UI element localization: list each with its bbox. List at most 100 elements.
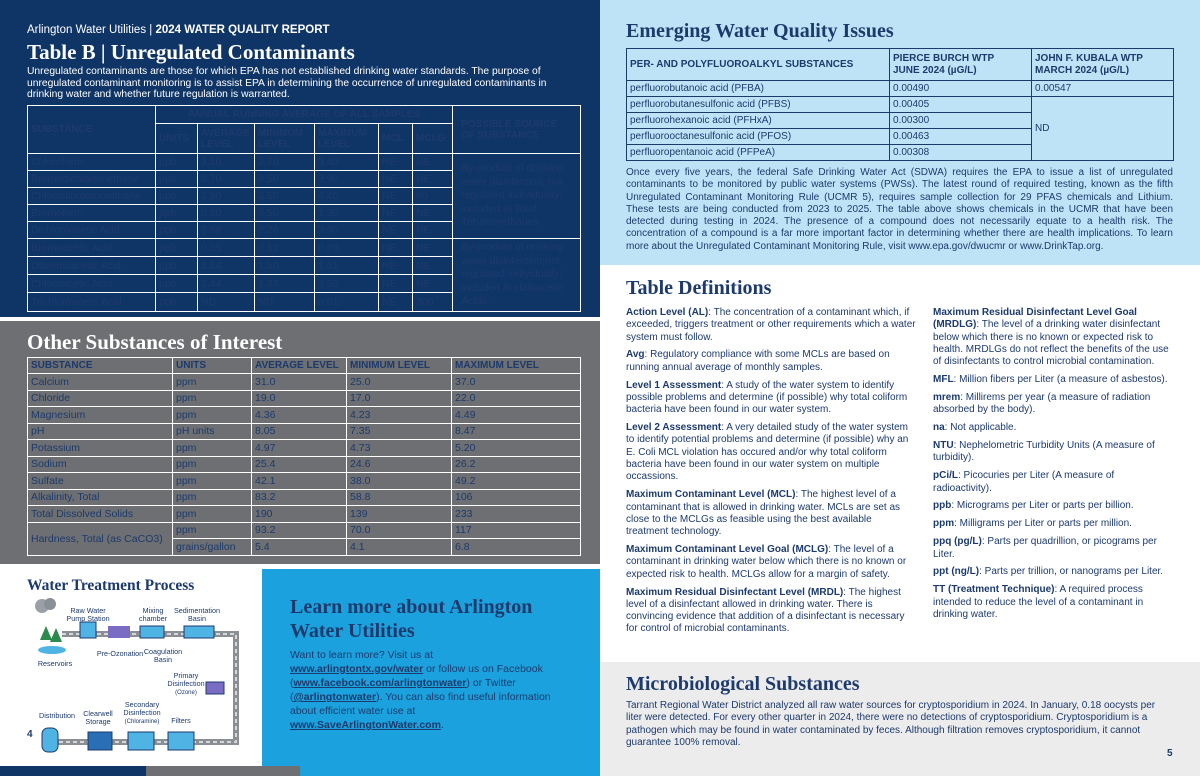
cell: 4.36 xyxy=(251,406,347,424)
emerging-title: Emerging Water Quality Issues xyxy=(626,20,894,42)
definition: MFL: Million fibers per Liter (a measure… xyxy=(933,374,1173,386)
page-number: 4 xyxy=(27,729,33,740)
cell: ppm xyxy=(172,488,252,506)
header-line: PER- AND POLYFLUOROALKYL SUBSTANCES xyxy=(630,58,854,70)
header-row: UNITS AVERAGE LEVEL MINIMUM LEVEL MAXIMUM L… xyxy=(28,123,581,154)
text: . xyxy=(440,719,444,731)
cell: 0.00405 xyxy=(889,96,1032,113)
definition: ppb: Micrograms per Liter or parts per b… xyxy=(933,500,1173,512)
link[interactable]: www.arlingtontx.gov/water xyxy=(290,663,424,675)
report-header: Arlington Water Utilities | 2024 WATER Q… xyxy=(27,24,330,36)
diagram-label: Primary xyxy=(174,671,199,680)
definition-text: : Picocuries per Liter (A measure of rad… xyxy=(933,470,1115,494)
header-cell: SUBSTANCE xyxy=(27,357,173,374)
term: pCi/L xyxy=(933,470,958,482)
row: Dibromoacetic Acid ppb 1.54 1.50 1.61 NE NE xyxy=(27,256,581,276)
cell: 3.40 xyxy=(314,153,379,171)
header-cell: ANNUAL RUNNING AVERAGE OF ALL SAMPLES xyxy=(154,105,454,124)
term: Maximum Residual Disinfectant Level Goal… xyxy=(933,307,1137,331)
trees-icon xyxy=(38,626,66,654)
pump-icon xyxy=(79,621,97,639)
header-cell: UNITS xyxy=(155,123,198,154)
row: Bromodichloromethane ppb 3.70 3.50 3.90 NE NE xyxy=(27,170,581,188)
definition: TT (Treatment Technique): A required pro… xyxy=(933,584,1173,621)
diagram-label: Basin xyxy=(154,655,172,664)
row: Calcium ppm 31.0 25.0 37.0 xyxy=(27,373,581,391)
cell: NE xyxy=(378,170,413,188)
cell: 31.0 xyxy=(251,373,347,391)
term: ppb xyxy=(933,500,952,512)
cell: ND xyxy=(197,292,255,312)
diagram-label: Mixing xyxy=(143,606,164,615)
merged-cell: ND xyxy=(1031,96,1174,161)
cell: NE xyxy=(378,274,413,294)
definition-text: : Milligrams per Liter or parts per mill… xyxy=(954,518,1132,530)
link[interactable]: @arlingtonwater xyxy=(293,691,377,703)
cell: 0.00308 xyxy=(889,144,1032,161)
cell: pH xyxy=(27,422,173,440)
row: Dichloroacetic Acid ppb 3.68 3.26 3.90 NE NE xyxy=(27,221,581,239)
row: perfluorobutanoic acid (PFBA) 0.00490 0.00… xyxy=(626,80,1174,97)
definition-text: : The concentration of a contaminant whi… xyxy=(626,307,916,343)
row: grains/gallon 5.4 4.1 6.8 xyxy=(28,538,581,556)
link[interactable]: www.facebook.com/arlingtonwater xyxy=(293,677,467,689)
diagram-label: Disinfection xyxy=(167,679,204,688)
cell: 25.0 xyxy=(346,373,452,391)
term: Maximum Residual Disinfectant Level (MRD… xyxy=(626,586,844,598)
cell: 93.2 xyxy=(251,521,347,539)
cell: NE xyxy=(411,237,454,258)
header-cell: JOHN F. KUBALA WTP MARCH 2024 (µG/L) xyxy=(1031,48,1174,81)
cell: NE xyxy=(378,204,413,222)
link[interactable]: www.SaveArlingtonWater.com xyxy=(290,719,441,731)
cell: 26.2 xyxy=(451,455,581,473)
cell: 3.90 xyxy=(197,187,255,205)
cell: 300 xyxy=(411,292,454,312)
row: perfluorooctanesulfonic acid (PFOS) 0.004… xyxy=(626,128,1174,145)
cell: 5.4 xyxy=(251,538,347,556)
cell: 5.20 xyxy=(451,439,581,457)
definition: Level 2 Assessment: A very detailed stud… xyxy=(626,422,916,483)
cell: Magnesium xyxy=(27,406,173,424)
cell: perfluorooctanesulfonic acid (PFOS) xyxy=(626,128,890,145)
org: Arlington Water Utilities xyxy=(27,24,147,36)
term: Level 2 Assessment xyxy=(626,422,722,434)
header-line: JOHN F. KUBALA WTP xyxy=(1035,52,1143,64)
cell: 4.1 xyxy=(346,538,452,556)
cell: 0.78 xyxy=(314,237,379,258)
definition: pCi/L: Picocuries per Liter (A measure o… xyxy=(933,470,1173,495)
cell: 117 xyxy=(451,521,581,539)
definition-text: : Not applicable. xyxy=(944,422,1017,434)
definition-text: : A required process intended to reduce … xyxy=(933,584,1144,620)
text: Want to learn more? Visit us at xyxy=(290,649,433,661)
definition-text: : Million fibers per Liter (a measure of… xyxy=(953,374,1168,386)
table-b-intro: Unregulated contaminants are those for w… xyxy=(27,66,547,100)
cell: Total Dissolved Solids xyxy=(27,505,173,523)
cell: 0.12 xyxy=(254,237,315,258)
definition: ppq (pg/L): Parts per quadrillion, or pi… xyxy=(933,536,1173,561)
cell: NE xyxy=(411,204,454,222)
cell: NE xyxy=(378,292,413,312)
row: Chloroform ppb 3.10 2.70 3.40 NE NE By-product … xyxy=(27,153,582,239)
pre-ozonation-icon xyxy=(108,626,130,638)
header-cell: MINIMUM LEVEL xyxy=(346,357,452,374)
definition-text: : Regulatory compliance with some MCLs a… xyxy=(626,349,890,373)
header-cell: POSSIBLE SOURCE OF SUBSTANCE xyxy=(452,105,582,154)
row: Sulfate ppm 42.1 38.0 49.2 xyxy=(27,472,581,490)
page-number: 5 xyxy=(1167,748,1173,759)
term: NTU xyxy=(933,440,954,452)
cell: ppm xyxy=(172,455,252,473)
header-row: PER- AND POLYFLUOROALKYL SUBSTANCES PIERC… xyxy=(626,48,1174,81)
source-cell: By-product of drinking water disinfectio… xyxy=(452,238,582,312)
cell: 0.00300 xyxy=(889,112,1032,129)
learn-title: Learn more about Arlington Water Utiliti… xyxy=(290,596,533,642)
definition-text: : The highest level of a contaminant tha… xyxy=(626,489,901,538)
strip xyxy=(0,766,146,776)
report: 2024 WATER QUALITY REPORT xyxy=(155,24,330,36)
cell: Chloroacetic Acid xyxy=(27,274,156,294)
cell: 106 xyxy=(451,488,581,506)
diagram-label: Filters xyxy=(171,716,191,725)
cell: 49.2 xyxy=(451,472,581,490)
diagram-label: Sedimentation xyxy=(174,606,220,615)
term: Level 1 Assessment xyxy=(626,379,722,391)
